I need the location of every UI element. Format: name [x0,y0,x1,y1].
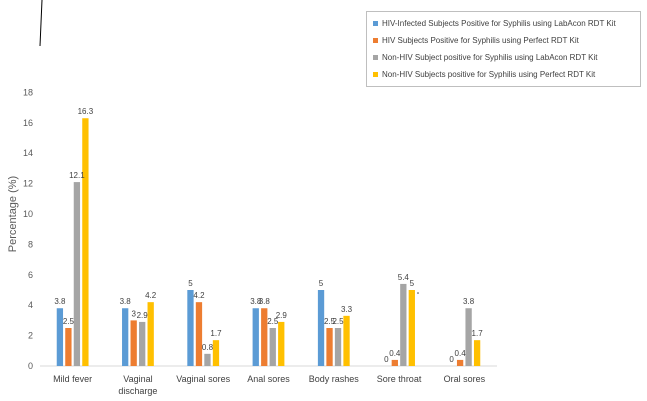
data-label: 2.5 [332,317,344,326]
bar [261,308,268,366]
data-label: 2.5 [324,317,336,326]
bar [334,328,342,366]
bar [408,290,415,366]
data-label: 0 [449,355,454,364]
data-label: 4.2 [193,291,205,300]
y-axis-label: Percentage (%) [7,176,19,252]
data-labels: 3.82.512.116.33.83 2.94.254.20.81.73.83.8… [54,107,483,364]
y-tick-label: 6 [28,270,33,280]
bar [456,359,464,366]
bar [204,353,211,366]
legend-swatch [373,21,378,26]
y-tick-label: 0 [28,361,33,371]
legend-label: Non-HIV Subjects positive for Syphilis u… [382,70,596,79]
legend-label: HIV Subjects Positive for Syphilis using… [382,36,579,45]
bar [195,302,203,366]
data-label: 0.4 [455,349,467,358]
data-label: 2.5 [267,317,279,326]
data-label: 3.8 [259,297,271,306]
bar [465,308,472,366]
data-label: 2.9 [276,311,288,320]
category-label: Mild fever [53,374,92,384]
legend-item-nonhiv-perfect: Non-HIV Subjects positive for Syphilis u… [373,66,634,83]
data-label: 3.8 [54,297,66,306]
category-label: Sore throat [377,374,422,384]
bar [473,340,481,366]
data-label: 5.4 [398,273,410,282]
bar [139,321,146,366]
legend-item-nonhiv-labacon: Non-HIV Subject positive for Syphilis us… [373,49,634,66]
bar [73,182,81,366]
data-label: 16.3 [78,107,94,116]
bar [65,328,72,366]
data-label: 5 [188,279,193,288]
legend-item-hiv-perfect: HIV Subjects Positive for Syphilis using… [373,32,634,49]
bar [82,118,89,367]
bar [122,308,129,366]
category-label: Vaginal sores [176,374,230,384]
y-tick-label: 2 [28,331,33,341]
bar [252,308,259,366]
category-label: Body rashes [309,374,360,384]
data-label: 1.7 [472,329,484,338]
legend-swatch [373,55,378,60]
y-tick-label: 10 [23,209,33,219]
y-tick-label: 18 [23,87,33,97]
data-label: 3.8 [463,297,475,306]
stray-dot [417,292,419,294]
data-label: 3.3 [341,305,353,314]
data-label: 3 [131,309,136,318]
category-label: Vaginal [123,374,152,384]
bar [187,290,194,366]
bar [400,283,407,366]
data-label: 0.4 [389,349,401,358]
y-tick-label: 4 [28,300,33,310]
bar [212,340,220,366]
chart-legend: HIV-Infected Subjects Positive for Syphi… [366,11,641,87]
category-labels: Mild fever Vaginal discharge Vaginal sores A… [53,374,485,396]
data-label: 0 [384,355,389,364]
data-label: 3.8 [250,297,262,306]
bar [278,321,285,366]
y-tick-label: 14 [23,148,33,158]
bar [317,290,325,366]
bar [269,328,276,366]
data-label: 2.9 [137,311,149,320]
bar [130,320,137,366]
category-label: Anal sores [247,374,290,384]
bar [391,359,398,366]
data-label: 2.5 [63,317,75,326]
data-label: 5 [319,279,324,288]
bar [56,308,64,366]
bars [56,118,481,367]
category-label: discharge [118,386,157,396]
data-label: 1.7 [210,329,222,338]
bar [147,302,154,366]
data-label: 12.1 [69,171,85,180]
legend-swatch [373,38,378,43]
top-axis-stub [39,0,43,47]
y-axis-ticks: 0 2 4 6 8 10 12 14 16 18 [23,87,33,371]
y-tick-label: 8 [28,239,33,249]
legend-item-hiv-labacon: HIV-Infected Subjects Positive for Syphi… [373,15,634,32]
legend-label: HIV-Infected Subjects Positive for Syphi… [382,19,616,28]
legend-swatch [373,72,378,77]
bar [343,315,350,366]
data-label: 3.8 [120,297,132,306]
category-label: Oral sores [444,374,486,384]
y-tick-label: 16 [23,118,33,128]
data-label: 0.8 [202,343,214,352]
data-label: 4.2 [145,291,157,300]
legend-label: Non-HIV Subject positive for Syphilis us… [382,53,598,62]
data-label: 5 [410,279,415,288]
y-tick-label: 12 [23,179,33,189]
bar [326,328,333,366]
